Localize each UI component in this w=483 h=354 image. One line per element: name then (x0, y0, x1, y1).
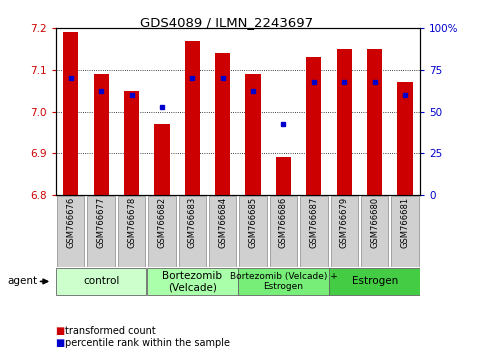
Text: GSM766678: GSM766678 (127, 197, 136, 248)
FancyBboxPatch shape (87, 196, 115, 267)
Bar (398, 82, 412, 195)
Text: GSM766684: GSM766684 (218, 197, 227, 248)
FancyBboxPatch shape (57, 196, 85, 267)
Text: transformed count: transformed count (65, 326, 156, 336)
FancyBboxPatch shape (330, 196, 358, 267)
Text: GSM766677: GSM766677 (97, 197, 106, 248)
Text: ■: ■ (56, 338, 65, 348)
Text: GDS4089 / ILMN_2243697: GDS4089 / ILMN_2243697 (141, 16, 313, 29)
Text: ■: ■ (56, 326, 65, 336)
Text: GSM766685: GSM766685 (249, 197, 257, 248)
Text: GSM766676: GSM766676 (66, 197, 75, 248)
Text: control: control (83, 276, 119, 286)
Text: agent: agent (7, 276, 37, 286)
FancyBboxPatch shape (361, 196, 388, 267)
Text: GSM766686: GSM766686 (279, 197, 288, 248)
Text: GSM766679: GSM766679 (340, 197, 349, 248)
Bar (94, 74, 109, 195)
FancyBboxPatch shape (209, 196, 236, 267)
Bar (215, 53, 230, 195)
FancyBboxPatch shape (148, 196, 176, 267)
Bar (154, 124, 170, 195)
Bar (245, 74, 261, 195)
Bar (276, 157, 291, 195)
Text: GSM766680: GSM766680 (370, 197, 379, 248)
Text: GSM766681: GSM766681 (400, 197, 410, 248)
FancyBboxPatch shape (329, 268, 420, 295)
FancyBboxPatch shape (147, 268, 238, 295)
FancyBboxPatch shape (118, 196, 145, 267)
Text: Estrogen: Estrogen (352, 276, 398, 286)
FancyBboxPatch shape (240, 196, 267, 267)
Bar (185, 41, 200, 195)
Text: GSM766687: GSM766687 (309, 197, 318, 248)
Text: percentile rank within the sample: percentile rank within the sample (65, 338, 230, 348)
Bar (367, 49, 382, 195)
Text: Bortezomib
(Velcade): Bortezomib (Velcade) (162, 270, 222, 292)
Text: Bortezomib (Velcade) +
Estrogen: Bortezomib (Velcade) + Estrogen (229, 272, 337, 291)
FancyBboxPatch shape (300, 196, 327, 267)
FancyBboxPatch shape (56, 268, 146, 295)
FancyBboxPatch shape (238, 268, 329, 295)
Text: GSM766682: GSM766682 (157, 197, 167, 248)
FancyBboxPatch shape (179, 196, 206, 267)
Bar (124, 91, 139, 195)
FancyBboxPatch shape (391, 196, 419, 267)
Bar (306, 57, 322, 195)
Bar (337, 49, 352, 195)
FancyBboxPatch shape (270, 196, 297, 267)
Text: GSM766683: GSM766683 (188, 197, 197, 248)
Bar (63, 33, 78, 195)
